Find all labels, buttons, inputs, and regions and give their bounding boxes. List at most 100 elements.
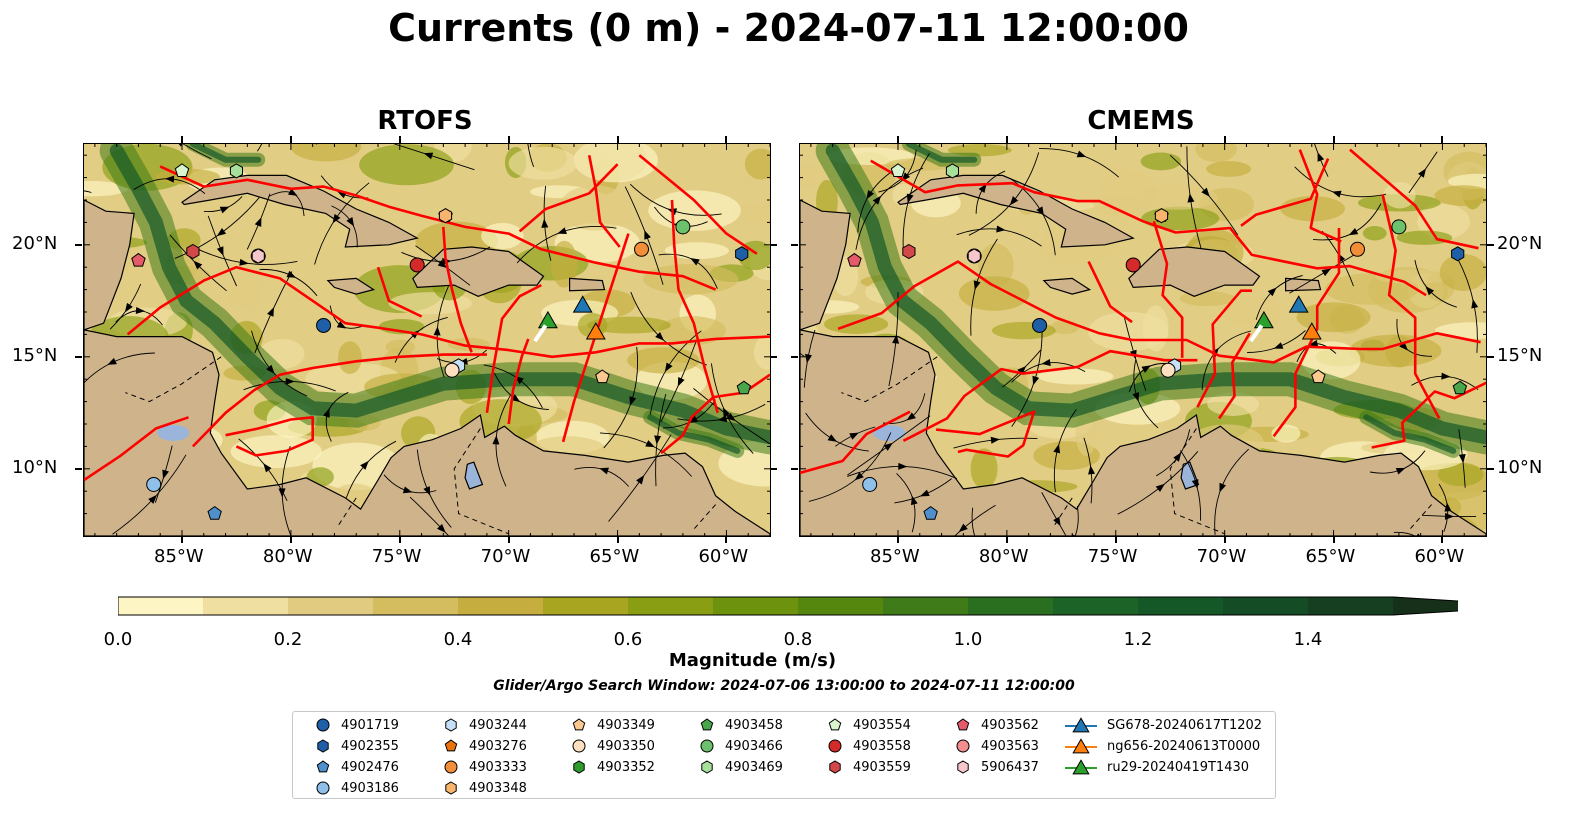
- marker-4903558: [1125, 257, 1141, 273]
- legend-label: SG678-20240617T1202: [1107, 717, 1263, 733]
- legend-hexagon-icon: [573, 760, 585, 774]
- legend-marker-icon: [957, 760, 969, 774]
- colorbar-segment: [288, 597, 374, 615]
- legend-item: 4903350: [561, 737, 655, 755]
- legend-pentagon-icon: [956, 718, 970, 731]
- streamlines: [800, 144, 1479, 536]
- lake-nicaragua: [157, 424, 190, 441]
- legend-label: 4903469: [725, 759, 783, 775]
- legend-marker-icon: [828, 739, 842, 753]
- marker-5906437: [967, 248, 981, 264]
- marker-4903350: [1160, 362, 1176, 378]
- marker-4902476: [923, 505, 938, 520]
- colorbar: [118, 596, 1458, 616]
- marker-4903333: [1350, 241, 1366, 257]
- marker-4902355: [735, 246, 749, 262]
- lon-tick-mark: [1332, 136, 1335, 143]
- marker-4902355: [1451, 246, 1465, 262]
- lat-tick-mark-mid: [770, 467, 777, 470]
- marker-ng656-20240613T0000: [1301, 322, 1322, 340]
- lon-tick-label: 85°W: [870, 546, 920, 567]
- marker-4903348: [1154, 208, 1169, 224]
- legend-marker-icon: [1065, 738, 1097, 754]
- lon-tick-label: 60°W: [1414, 546, 1465, 567]
- lon-tick-label: 60°W: [698, 546, 749, 567]
- colorbar-tick-label: 0.2: [273, 629, 303, 650]
- legend-item: 4903559: [817, 758, 911, 776]
- colorbar-extend-arrow: [1393, 597, 1458, 615]
- legend-circle-icon: [700, 739, 714, 753]
- marker-4903559: [186, 243, 200, 260]
- marker-4903458: [736, 380, 752, 395]
- legend-marker-icon: [316, 781, 330, 795]
- legend-label: 4903276: [469, 738, 527, 754]
- frame-ticks: [800, 144, 1486, 536]
- marker-5906437: [251, 248, 265, 264]
- lon-tick-mark: [616, 136, 619, 143]
- colorbar-title: Magnitude (m/s): [668, 650, 837, 671]
- legend-item: 4903333: [433, 758, 527, 776]
- legend-triangle-icon: [1072, 759, 1090, 775]
- legend-hexagon-icon: [829, 760, 841, 774]
- legend-item: 4903458: [689, 716, 783, 734]
- map-panel-rtofs[interactable]: [83, 143, 771, 537]
- marker-4903349: [595, 369, 610, 384]
- lat-tick-mark-right: [1487, 355, 1494, 358]
- legend-hexagon-icon: [445, 781, 457, 795]
- lon-tick-mark: [398, 536, 401, 543]
- marker-4903186: [146, 476, 162, 492]
- legend-label: 4903558: [853, 738, 911, 754]
- legend-marker-icon: [317, 739, 329, 753]
- legend-item: 4902355: [305, 737, 399, 755]
- lon-tick-mark: [507, 536, 510, 543]
- map-canvas-rtofs: [84, 144, 770, 536]
- legend-hexagon-icon: [957, 760, 969, 774]
- lon-tick-label: 65°W: [1305, 546, 1356, 567]
- legend-marker-icon: [316, 760, 330, 773]
- lon-tick-mark: [725, 536, 728, 543]
- legend-label: ng656-20240613T0000: [1107, 738, 1261, 754]
- lat-tick-mark-mid: [770, 355, 777, 358]
- legend-marker-icon: [316, 718, 330, 732]
- legend-item: 4903562: [945, 716, 1039, 734]
- marker-4903333: [634, 241, 650, 257]
- legend-item: 4903563: [945, 737, 1039, 755]
- legend-triangle-icon: [1072, 717, 1090, 733]
- marker-4903458: [1452, 380, 1468, 395]
- lon-tick-label: 85°W: [154, 546, 204, 567]
- legend-marker-icon: [700, 739, 714, 753]
- colorbar-segment: [543, 597, 629, 615]
- lon-tick-mark: [289, 136, 292, 143]
- colorbar-tick-label: 0.8: [783, 629, 813, 650]
- lon-tick-mark: [1441, 536, 1444, 543]
- lat-tick-label-left: 20°N: [12, 232, 58, 254]
- colorbar-segment: [798, 597, 884, 615]
- legend-label: 4903350: [597, 738, 655, 754]
- marker-4903562: [131, 252, 146, 267]
- marker-ru29-20240419T1430: [1253, 310, 1274, 329]
- legend-item: ru29-20240419T1430: [1063, 758, 1249, 776]
- search-window-text: Glider/Argo Search Window: 2024-07-06 13…: [493, 678, 1075, 694]
- marker-4903349: [1311, 369, 1326, 384]
- map-canvas-cmems: [800, 144, 1486, 536]
- lat-tick-mark-left: [75, 243, 82, 246]
- land: [800, 174, 1486, 536]
- legend-pentagon-icon: [828, 718, 842, 731]
- lon-tick-mark: [616, 536, 619, 543]
- lat-tick-mark-mid: [791, 355, 798, 358]
- marker-4903466: [1391, 219, 1407, 235]
- legend-label: 4903554: [853, 717, 911, 733]
- lat-tick-label-right: 20°N: [1497, 232, 1543, 254]
- figure-title: Currents (0 m) - 2024-07-11 12:00:00: [388, 6, 1189, 50]
- lon-tick-label: 65°W: [589, 546, 640, 567]
- legend-label: 4903186: [341, 780, 399, 796]
- float-markers: [847, 163, 1468, 520]
- legend-label: 4903458: [725, 717, 783, 733]
- map-panel-cmems[interactable]: [799, 143, 1487, 537]
- colorbar-segment: [458, 597, 544, 615]
- float-trajectories: [84, 154, 770, 482]
- legend-circle-icon: [316, 718, 330, 732]
- legend-marker-icon: [445, 718, 457, 732]
- marker-4903348: [438, 208, 453, 224]
- legend-marker-icon: [1065, 717, 1097, 733]
